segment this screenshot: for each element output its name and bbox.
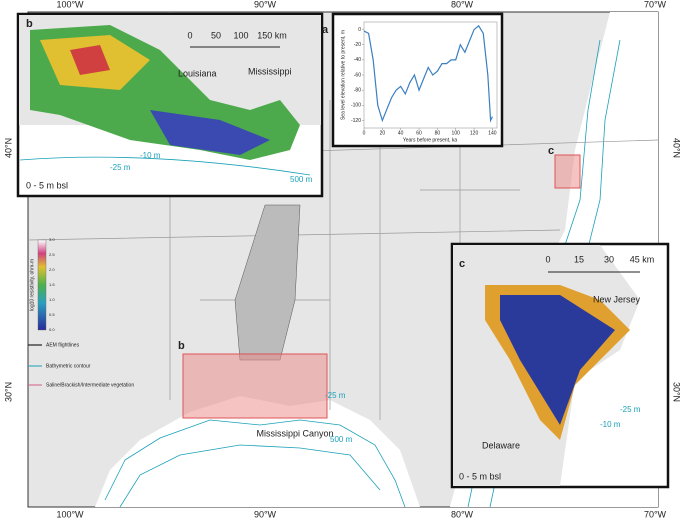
- y-tick-label: -40: [354, 57, 361, 63]
- lon-label: 80°W: [451, 0, 474, 9]
- lat-label: 30°N: [672, 382, 682, 402]
- box-label: c: [548, 145, 554, 157]
- legend-entry: Bathymetric contour: [46, 363, 91, 369]
- sea-level-line: [363, 24, 493, 123]
- place-label: New Jersey: [593, 294, 641, 304]
- colorbar-title: log10 resistivity, ohm-m: [29, 259, 35, 311]
- colorbar-tick: 2.0: [49, 267, 55, 272]
- scale-label: 0: [187, 30, 192, 40]
- resistivity: [150, 110, 270, 155]
- panel-letter: b: [26, 18, 33, 30]
- lon-labels: 100°W 90°W 80°W 70°W 100°W 90°W 80°W 70°…: [3, 0, 681, 519]
- x-tick-label: 40: [398, 130, 404, 136]
- contour-label: -25 m: [110, 163, 131, 172]
- y-tick-label: -120: [351, 118, 361, 124]
- legend-entry: Saline/Brackish/Intermediate vegetation: [46, 382, 134, 388]
- panel-c: c 0 15 30 45 km New Jersey Delaware 0 - …: [450, 242, 670, 489]
- lon-label: 70°W: [644, 509, 667, 519]
- y-tick-label: -100: [351, 103, 361, 109]
- scale-label: 30: [604, 254, 614, 264]
- lon-label: 100°W: [56, 0, 84, 9]
- lon-label: 70°W: [644, 0, 667, 9]
- panel-a: a Sea level elevation relative to presen…: [322, 12, 504, 148]
- contour-label: 500 m: [290, 175, 313, 184]
- contour-label: -25 m: [325, 391, 346, 400]
- colorbar-tick: 1.0: [49, 297, 55, 302]
- panel-letter: c: [459, 258, 465, 270]
- lon-label: 90°W: [254, 0, 277, 9]
- place-label: Mississippi Canyon: [256, 428, 333, 438]
- scale-label: 150 km: [257, 30, 287, 40]
- place-label: Delaware: [482, 440, 520, 450]
- colorbar-tick: 3.0: [49, 237, 55, 242]
- box-b: [182, 353, 328, 419]
- panel-frame: [331, 12, 504, 148]
- scale-label: 50: [211, 30, 221, 40]
- scale-label: 45 km: [630, 254, 655, 264]
- x-tick-label: 100: [452, 130, 461, 136]
- colorbar-tick: 1.5: [49, 282, 55, 287]
- y-axis-label: Sea level elevation relative to present,…: [340, 30, 346, 120]
- legend: log10 resistivity, ohm-m AEM flightlines…: [28, 237, 134, 388]
- contour-label: -25 m: [620, 405, 641, 414]
- x-tick-label: 120: [470, 130, 479, 136]
- contour-label: -10 m: [140, 151, 161, 160]
- contour-label: -10 m: [600, 420, 621, 429]
- resistivity: [70, 45, 110, 75]
- lat-label: 30°N: [3, 382, 13, 402]
- scale-label: 0: [545, 254, 550, 264]
- box-label: b: [178, 340, 185, 352]
- panel-b: b 0 50 100 150 km Louisiana Mississippi …: [16, 12, 324, 198]
- scale-label: 100: [233, 30, 248, 40]
- colorbar-tick: 0.5: [49, 312, 55, 317]
- x-axis-label: Years before present, ka: [403, 137, 458, 143]
- place-label: Mississippi: [248, 66, 292, 76]
- contour: [19, 156, 311, 176]
- x-tick-label: 140: [488, 130, 497, 136]
- panel-letter: a: [322, 24, 329, 36]
- resistivity: [500, 295, 615, 425]
- x-tick-label: 0: [363, 130, 366, 136]
- x-tick-label: 60: [416, 130, 422, 136]
- legend-entry: AEM flightlines: [46, 342, 80, 348]
- lat-label: 40°N: [3, 138, 13, 158]
- colorbar: [37, 239, 47, 331]
- y-tick-label: -80: [354, 87, 361, 93]
- place-label: Louisiana: [178, 68, 217, 78]
- contour-label: 500 m: [330, 435, 353, 444]
- x-tick-label: 20: [380, 130, 386, 136]
- y-tick-label: -20: [354, 42, 361, 48]
- x-tick-label: 80: [435, 130, 441, 136]
- lat-label: 40°N: [672, 138, 682, 158]
- lon-label: 80°W: [451, 509, 474, 519]
- scale-label: 15: [574, 254, 584, 264]
- box-c: [554, 154, 581, 189]
- y-tick-label: 0: [358, 27, 361, 33]
- colorbar-tick: 2.5: [49, 252, 55, 257]
- depth-label: 0 - 5 m bsl: [459, 471, 501, 481]
- gulf: [95, 396, 420, 507]
- colorbar-tick: 0.0: [49, 327, 55, 332]
- lon-label: 100°W: [56, 509, 84, 519]
- y-tick-label: -60: [354, 72, 361, 78]
- depth-label: 0 - 5 m bsl: [26, 180, 68, 190]
- lon-label: 90°W: [254, 509, 277, 519]
